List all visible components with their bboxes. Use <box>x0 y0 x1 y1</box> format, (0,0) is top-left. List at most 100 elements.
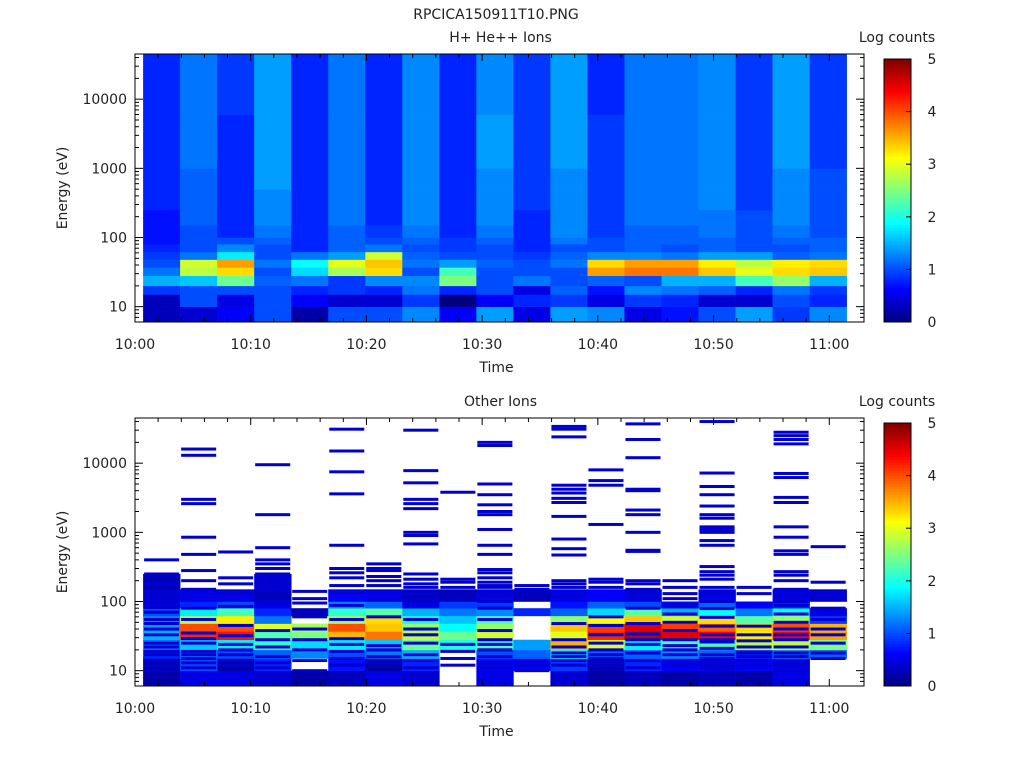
y-tick-label: 1000 <box>91 525 127 541</box>
count-line <box>625 513 661 517</box>
count-line <box>773 627 809 631</box>
count-line <box>773 612 809 616</box>
count-line <box>366 567 402 570</box>
colorbar-segment <box>884 272 911 276</box>
count-line <box>699 485 735 488</box>
heatmap-cell <box>809 275 847 287</box>
panel-title: Other Ions <box>464 394 537 410</box>
count-line <box>773 651 809 655</box>
heatmap-cell <box>328 623 366 632</box>
heatmap-cell <box>772 275 810 287</box>
heatmap-cell <box>180 168 218 190</box>
colorbar-segment <box>884 82 911 86</box>
heatmap-cell <box>735 225 773 238</box>
heatmap-cell <box>809 267 847 277</box>
colorbar-segment <box>884 59 911 63</box>
colorbar-segment <box>884 593 911 597</box>
colorbar-segment <box>884 287 911 291</box>
colorbar-segment <box>884 206 911 210</box>
count-line <box>144 659 180 663</box>
count-line <box>699 493 735 497</box>
colorbar-segment <box>884 243 911 247</box>
colorbar-segment <box>884 261 911 265</box>
count-line <box>773 525 809 529</box>
count-line <box>625 587 661 591</box>
heatmap-cell <box>809 140 847 169</box>
count-line <box>810 617 846 621</box>
heatmap-cell <box>254 601 292 609</box>
heatmap-cell <box>698 294 736 307</box>
count-line <box>588 656 624 660</box>
heatmap-cell <box>291 54 329 88</box>
colorbar-segment <box>884 172 911 176</box>
count-line <box>144 622 180 626</box>
heatmap-cell <box>217 237 255 245</box>
heatmap-cell <box>735 244 773 253</box>
heatmap-cell <box>513 168 551 190</box>
heatmap-cell <box>809 237 847 245</box>
heatmap-cell <box>180 306 218 323</box>
heatmap-cell <box>661 54 699 88</box>
count-line <box>736 651 772 655</box>
count-line <box>773 645 809 649</box>
count-line <box>477 510 513 514</box>
colorbar-segment <box>884 433 911 437</box>
heatmap-cell <box>328 87 366 115</box>
heatmap-cell <box>550 189 588 211</box>
heatmap-cell <box>365 601 403 609</box>
colorbar-tick-label: 0 <box>928 315 937 331</box>
heatmap-cell <box>180 87 218 115</box>
heatmap-cell <box>254 237 292 245</box>
heatmap-cell <box>180 670 218 687</box>
count-line <box>810 641 846 645</box>
colorbar-segment <box>884 580 911 584</box>
heatmap-cell <box>328 140 366 169</box>
count-line <box>403 633 439 637</box>
colorbar-segment <box>884 449 911 453</box>
heatmap-cell <box>439 615 477 624</box>
count-line <box>625 508 661 512</box>
colorbar-segment <box>884 525 911 529</box>
heatmap-cell <box>439 267 477 277</box>
colorbar-segment <box>884 562 911 566</box>
count-line <box>218 582 254 586</box>
plot-frame <box>134 53 865 323</box>
heatmap-cell <box>550 87 588 115</box>
count-line <box>181 587 217 591</box>
heatmap-cell <box>550 251 588 260</box>
heatmap-cell <box>698 608 736 617</box>
count-line <box>662 663 698 667</box>
colorbar-segment <box>884 248 911 252</box>
heatmap-cell <box>143 294 181 307</box>
heatmap-cell <box>550 54 588 88</box>
count-line <box>662 659 698 663</box>
heatmap-cell <box>180 601 218 609</box>
heatmap-cell <box>402 670 440 687</box>
heatmap-cell <box>661 275 699 287</box>
heatmap-cell <box>772 54 810 88</box>
heatmap-cell <box>291 285 329 295</box>
count-line <box>625 622 661 626</box>
colorbar-segment <box>884 478 911 482</box>
x-axis-label: Time <box>478 724 513 740</box>
heatmap-cell <box>698 639 736 651</box>
heatmap-cell <box>328 168 366 190</box>
heatmap-cell <box>513 54 551 88</box>
count-line <box>773 620 809 624</box>
count-line <box>773 633 809 637</box>
heatmap-cell <box>180 285 218 295</box>
colorbar-segment <box>884 636 911 640</box>
heatmap-cell <box>328 189 366 211</box>
count-line <box>255 600 291 603</box>
heatmap-cell <box>550 615 588 624</box>
count-line <box>477 440 513 444</box>
count-line <box>551 638 587 642</box>
heatmap-cell <box>328 306 366 323</box>
count-line <box>773 669 809 673</box>
heatmap-cell <box>476 140 514 169</box>
count-line <box>144 653 180 657</box>
colorbar-segment <box>884 567 911 571</box>
heatmap-cell <box>402 275 440 287</box>
count-line <box>218 663 254 667</box>
heatmap-cell <box>624 168 662 190</box>
